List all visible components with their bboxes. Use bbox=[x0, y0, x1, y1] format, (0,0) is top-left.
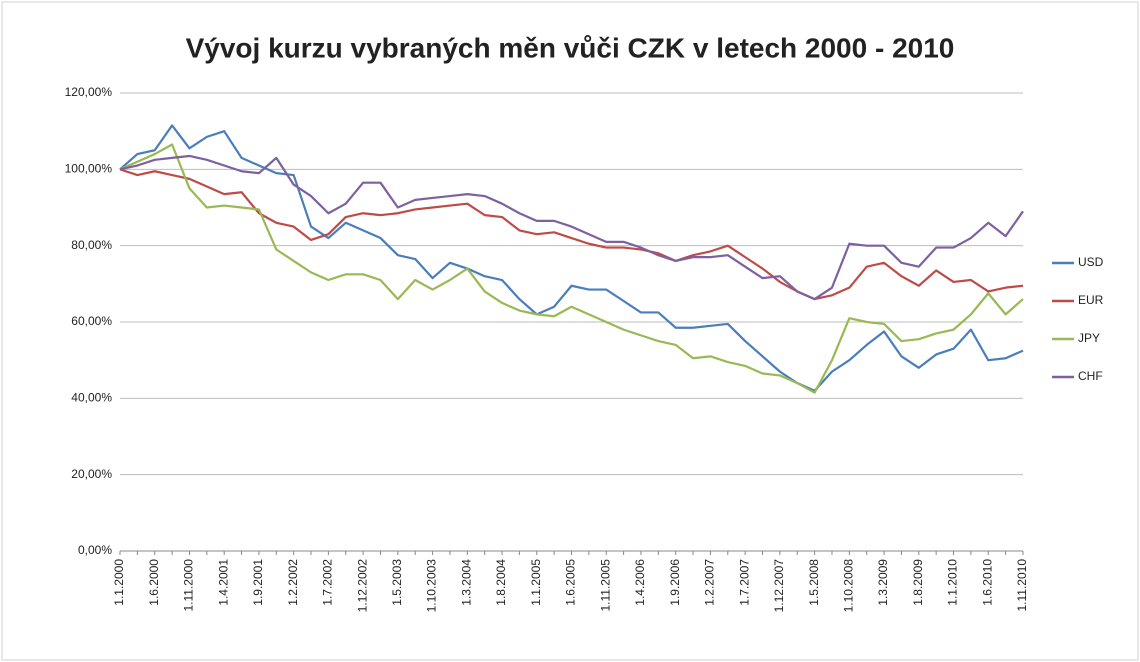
y-tick-label: 40,00% bbox=[71, 391, 112, 405]
x-tick-label: 1.6.2010 bbox=[980, 559, 994, 606]
x-tick-label: 1.6.2000 bbox=[147, 559, 161, 606]
series-line bbox=[119, 154, 1024, 301]
x-tick-label: 1.3.2004 bbox=[459, 559, 473, 606]
x-tick-label: 1.4.2001 bbox=[216, 559, 230, 606]
x-tick-label: 1.8.2004 bbox=[494, 559, 508, 606]
x-tick-label: 1.1.2005 bbox=[529, 559, 543, 606]
x-tick-label: 1.1.2010 bbox=[946, 559, 960, 606]
x-tick-label: 1.1.2000 bbox=[112, 559, 126, 606]
legend-label: CHF bbox=[1078, 369, 1103, 383]
x-tick-label: 1.12.2002 bbox=[355, 559, 369, 613]
x-tick-label: 1.4.2006 bbox=[633, 559, 647, 606]
y-tick-label: 20,00% bbox=[71, 467, 112, 481]
x-tick-label: 1.5.2003 bbox=[390, 559, 404, 606]
series-line bbox=[119, 143, 1024, 394]
x-tick-label: 1.5.2008 bbox=[807, 559, 821, 606]
x-tick-label: 1.9.2006 bbox=[668, 559, 682, 606]
x-tick-label: 1.10.2003 bbox=[425, 559, 439, 613]
legend-label: USD bbox=[1078, 255, 1104, 269]
x-tick-label: 1.6.2005 bbox=[564, 559, 578, 606]
x-tick-label: 1.7.2002 bbox=[321, 559, 335, 606]
x-tick-label: 1.8.2009 bbox=[911, 559, 925, 606]
x-tick-label: 1.11.2010 bbox=[1015, 559, 1029, 612]
x-tick-label: 1.7.2007 bbox=[737, 559, 751, 606]
chart-title: Vývoj kurzu vybraných měn vůči CZK v let… bbox=[186, 32, 955, 63]
y-tick-label: 100,00% bbox=[65, 162, 113, 176]
x-tick-label: 1.11.2005 bbox=[598, 559, 612, 612]
series-line bbox=[119, 124, 1024, 392]
y-tick-label: 120,00% bbox=[65, 85, 113, 99]
x-tick-label: 1.2.2002 bbox=[286, 559, 300, 606]
x-tick-label: 1.10.2008 bbox=[842, 559, 856, 613]
x-tick-label: 1.3.2009 bbox=[876, 559, 890, 606]
legend-label: JPY bbox=[1078, 331, 1100, 345]
x-tick-label: 1.12.2007 bbox=[772, 559, 786, 613]
legend-label: EUR bbox=[1078, 293, 1104, 307]
x-tick-label: 1.11.2000 bbox=[182, 559, 196, 612]
x-tick-label: 1.9.2001 bbox=[251, 559, 265, 606]
y-tick-label: 60,00% bbox=[71, 314, 112, 328]
x-tick-label: 1.2.2007 bbox=[703, 559, 717, 606]
y-tick-label: 0,00% bbox=[78, 543, 112, 557]
y-tick-label: 80,00% bbox=[71, 238, 112, 252]
series-line bbox=[119, 168, 1024, 301]
